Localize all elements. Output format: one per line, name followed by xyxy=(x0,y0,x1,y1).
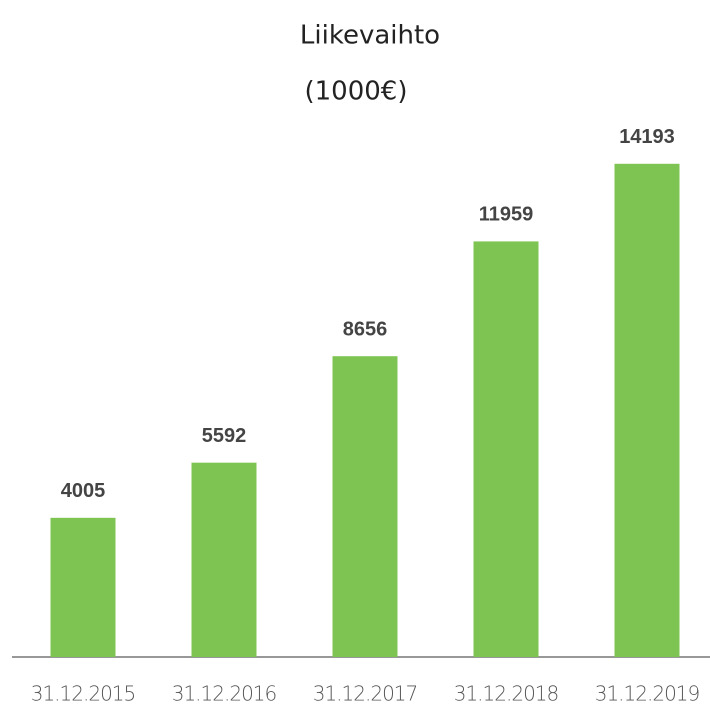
bar xyxy=(473,241,539,657)
x-tick-label: 31.12.2017 xyxy=(313,682,418,706)
x-tick-label: 31.12.2019 xyxy=(595,682,700,706)
x-tick-label: 31.12.2015 xyxy=(31,682,136,706)
data-label: 14193 xyxy=(619,126,675,148)
data-label: 4005 xyxy=(61,480,106,502)
data-label: 11959 xyxy=(479,204,534,226)
bar xyxy=(332,356,398,657)
bar xyxy=(191,462,257,657)
x-tick-label: 31.12.2018 xyxy=(454,682,559,706)
chart-subtitle: (1000€) xyxy=(305,77,408,107)
x-tick-label: 31.12.2016 xyxy=(172,682,277,706)
data-label: 5592 xyxy=(202,425,247,447)
bar xyxy=(50,517,116,657)
bar xyxy=(614,163,680,657)
chart-title: Liikevaihto xyxy=(300,21,440,51)
data-label: 8656 xyxy=(343,318,388,340)
